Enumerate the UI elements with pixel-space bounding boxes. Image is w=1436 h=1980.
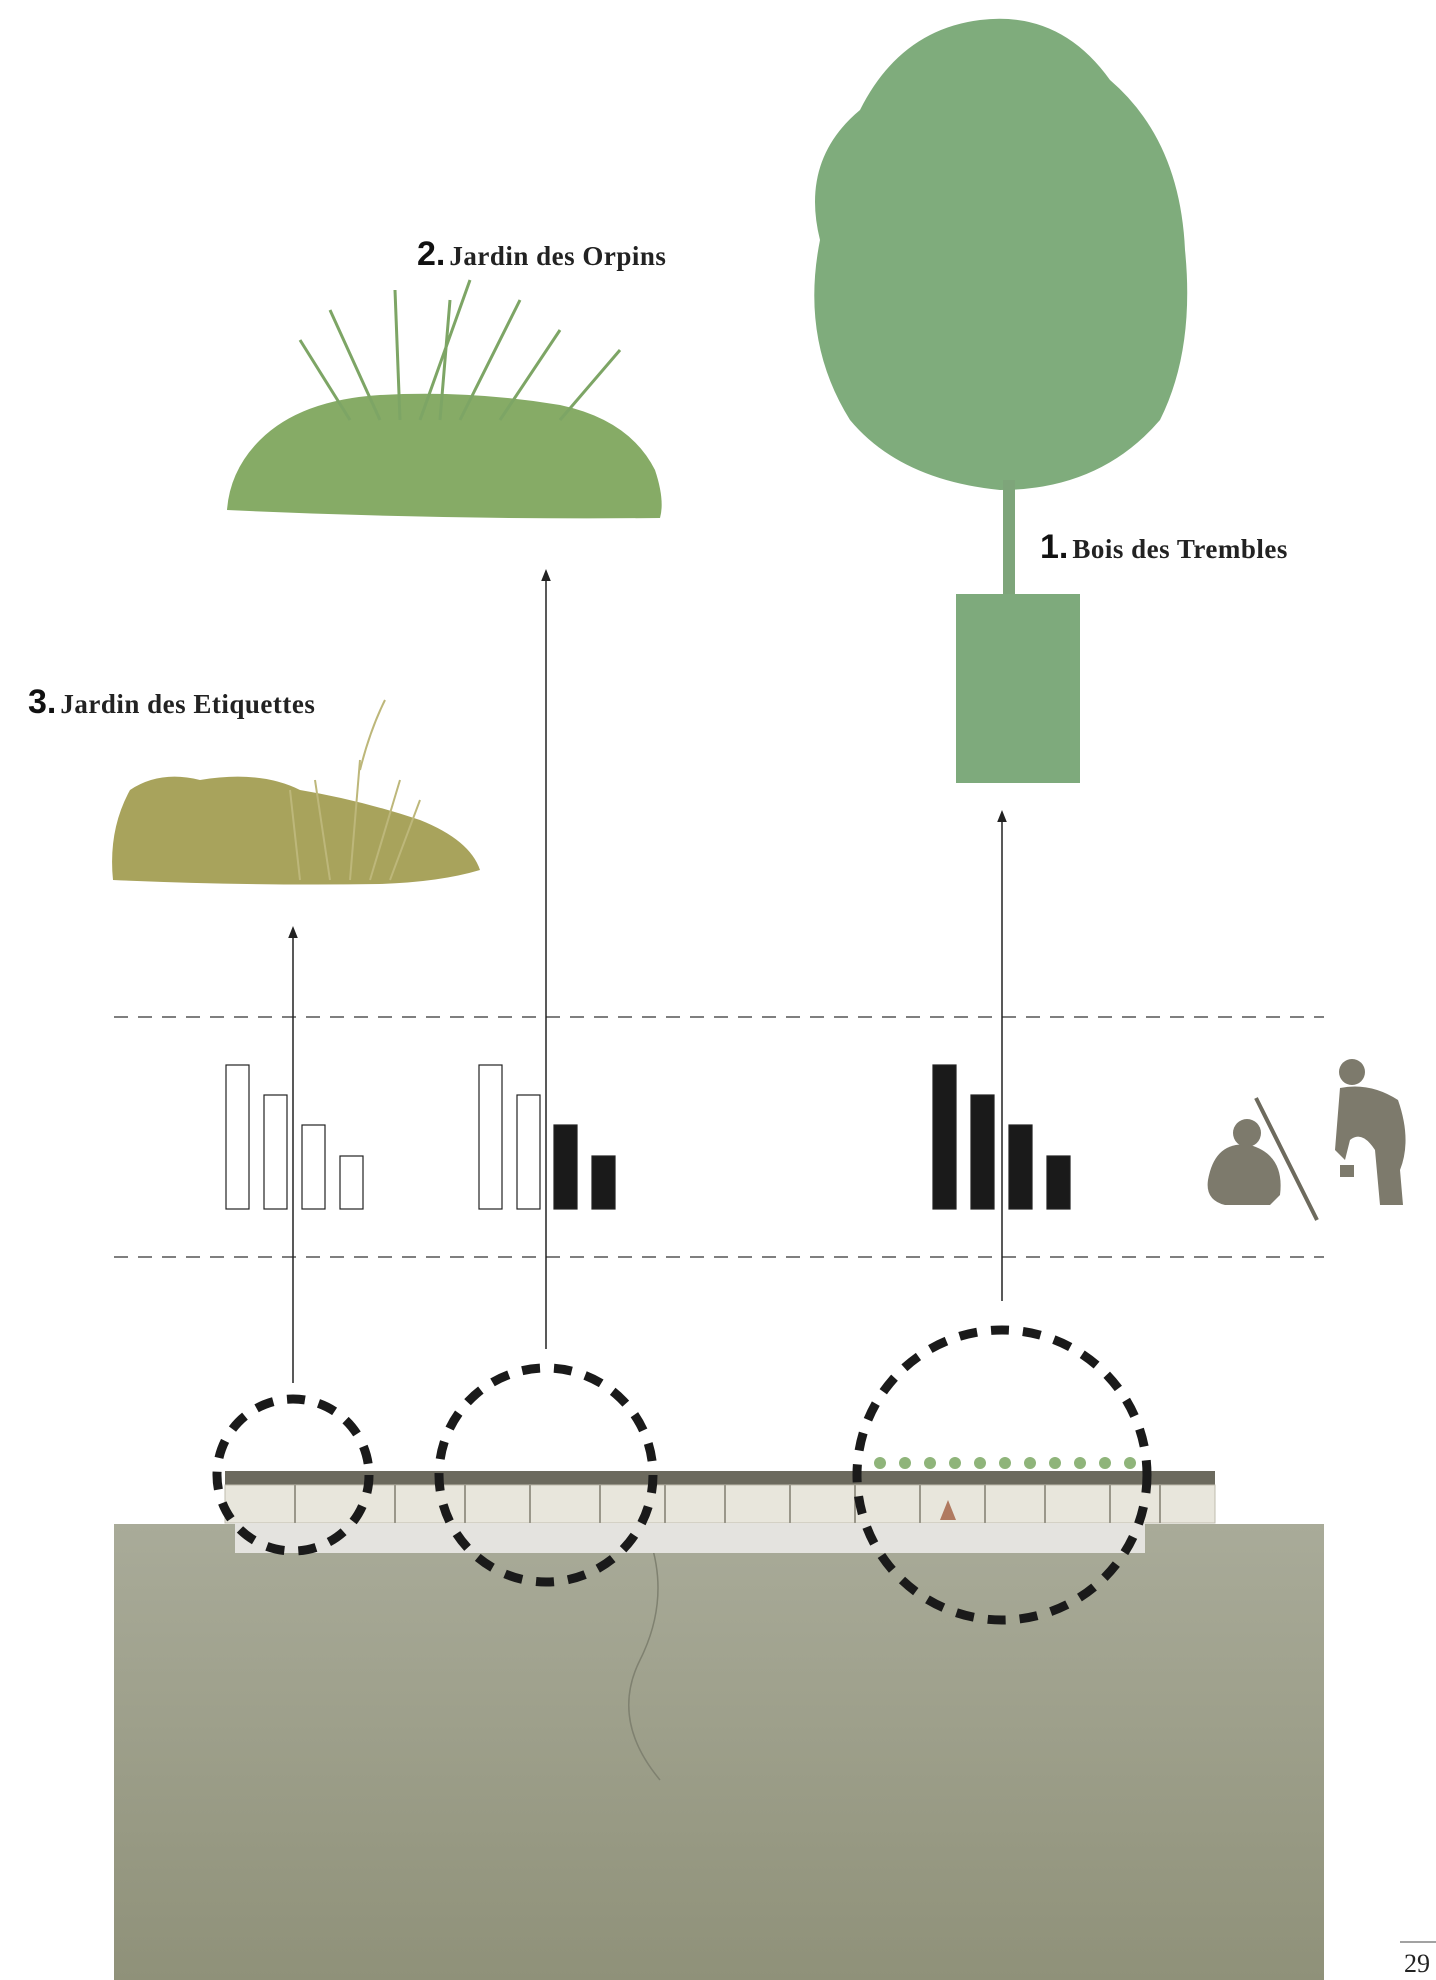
label-number: 2. Jardin des Orpins bbox=[417, 235, 666, 273]
label-name: Jardin des Orpins bbox=[449, 241, 666, 271]
tree-bois-trembles bbox=[814, 19, 1187, 783]
gardeners bbox=[1208, 1059, 1406, 1220]
label-name: Jardin des Etiquettes bbox=[60, 689, 315, 719]
label-number: 1. bbox=[1040, 528, 1068, 566]
label-name: Bois des Trembles bbox=[1072, 534, 1288, 564]
level-bars bbox=[226, 1065, 1070, 1209]
plant-jardin-orpins bbox=[227, 280, 662, 518]
label-number: 3. bbox=[28, 683, 56, 721]
label-number: 2. bbox=[417, 235, 445, 273]
label-number: 1. Bois des Trembles bbox=[1040, 528, 1288, 566]
diagram: 1. Bois des Trembles 2. Jardin des Orpin… bbox=[0, 0, 1436, 1980]
page-number: 29 bbox=[1404, 1949, 1430, 1978]
building-section bbox=[225, 1457, 1215, 1553]
plant-jardin-etiquettes bbox=[112, 700, 480, 885]
page: 1. Bois des Trembles 2. Jardin des Orpin… bbox=[0, 0, 1436, 1980]
label-number: 3. Jardin des Etiquettes bbox=[28, 683, 315, 721]
ground bbox=[114, 1524, 1324, 1980]
